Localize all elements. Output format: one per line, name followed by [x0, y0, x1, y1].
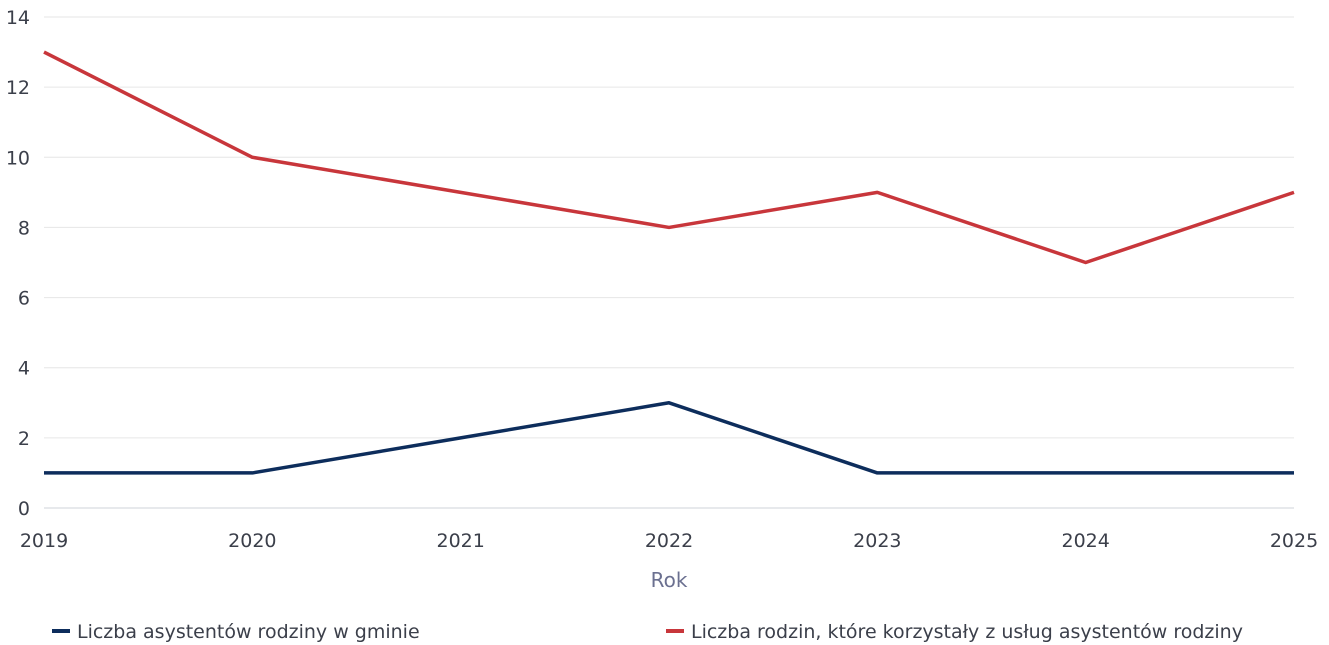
x-tick-label: 2020 [228, 530, 276, 552]
x-tick-label: 2025 [1270, 530, 1318, 552]
y-tick-label: 12 [6, 77, 30, 99]
legend: Liczba asystentów rodziny w gminie Liczba… [52, 621, 1243, 643]
y-tick-label: 8 [18, 217, 30, 239]
legend-label: Liczba rodzin, które korzystały z usług … [691, 621, 1243, 643]
x-axis-ticks: 2019 2020 2021 2022 2023 2024 2025 [20, 530, 1318, 552]
series-line-2 [43, 50, 1295, 265]
legend-item-2: Liczba rodzin, które korzystały z usług … [666, 621, 1243, 643]
y-tick-label: 4 [18, 358, 30, 380]
x-tick-label: 2022 [645, 530, 693, 552]
x-tick-label: 2021 [436, 530, 484, 552]
y-axis-ticks: 0 2 4 6 8 10 12 14 [6, 7, 30, 520]
x-tick-label: 2019 [20, 530, 68, 552]
x-axis-title: Rok [651, 568, 688, 592]
y-tick-label: 10 [6, 147, 30, 169]
y-tick-label: 0 [18, 498, 30, 520]
y-tick-label: 14 [6, 7, 30, 29]
y-tick-label: 6 [18, 288, 30, 310]
series-line-1 [44, 401, 1294, 475]
legend-item-1: Liczba asystentów rodziny w gminie [52, 621, 420, 643]
x-tick-label: 2023 [853, 530, 901, 552]
grid-layer [44, 16, 1294, 509]
series-layer [43, 50, 1295, 475]
y-tick-label: 2 [18, 428, 30, 450]
legend-label: Liczba asystentów rodziny w gminie [77, 621, 420, 643]
x-tick-label: 2024 [1061, 530, 1109, 552]
